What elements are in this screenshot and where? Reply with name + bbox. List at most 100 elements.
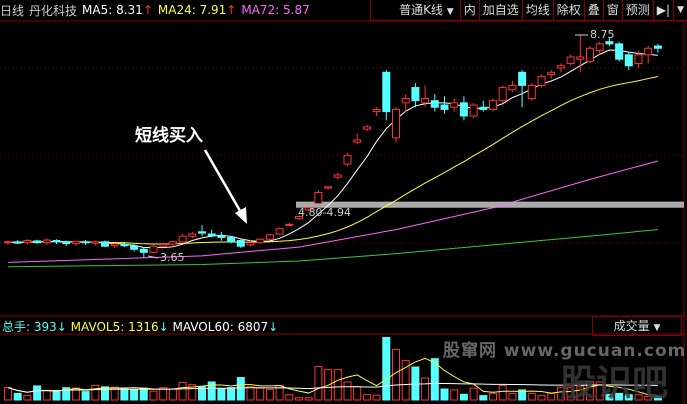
- volume-bar: [314, 366, 323, 401]
- candle-body: [217, 235, 226, 238]
- ma-long-line: [7, 229, 658, 268]
- dropdown-icon[interactable]: ▼: [673, 0, 687, 20]
- volume-bar: [518, 389, 527, 401]
- volume-bar: [139, 387, 148, 401]
- chart-header: 日线 丹化科技 MA5: 8.31↑ MA24: 7.91↑ MA72: 5.8…: [0, 0, 315, 20]
- btn-exright[interactable]: 除权: [552, 0, 584, 20]
- volume-bar: [101, 386, 109, 401]
- candle-body: [508, 84, 517, 91]
- candle-body: [256, 238, 265, 244]
- nav-icon[interactable]: ▶|: [652, 0, 673, 20]
- candle-body: [566, 56, 575, 65]
- ma24-line: [7, 75, 659, 245]
- annotation-buy: 短线买入: [135, 126, 203, 146]
- volume-bar: [353, 386, 362, 401]
- candle-body: [13, 241, 22, 244]
- volume-bar: [42, 389, 51, 401]
- ma72-line: [7, 160, 659, 263]
- mavol5: MAVOL5: 1316↓: [70, 320, 169, 334]
- candle-body: [343, 154, 352, 165]
- volume-bar: [23, 395, 32, 401]
- support-zone-label: 4.80-4.94: [298, 206, 351, 219]
- candle-body: [333, 174, 342, 178]
- btn-overlay[interactable]: 叠: [583, 0, 603, 20]
- volume-bar: [256, 387, 265, 401]
- candle-body: [527, 84, 536, 99]
- volume-bar: [33, 385, 42, 401]
- stock-name: 丹化科技: [29, 3, 78, 18]
- volume-bar: [605, 393, 614, 401]
- candle-body: [81, 241, 90, 244]
- support-zone-band: [296, 201, 684, 208]
- low-marker: [147, 255, 159, 259]
- candle-body: [547, 71, 556, 75]
- volume-bar: [586, 381, 594, 401]
- volume-bar: [207, 381, 216, 401]
- volume-bar: [198, 386, 206, 401]
- volume-bar: [566, 387, 575, 401]
- volume-bar: [576, 385, 585, 401]
- candle-body: [198, 231, 206, 234]
- candle-body: [653, 45, 662, 49]
- volume-bar: [227, 387, 236, 401]
- ma5-line: [7, 49, 658, 249]
- volume-bar: [556, 386, 565, 401]
- btn-add-watchlist[interactable]: 加自选: [478, 0, 522, 20]
- candle-body: [23, 240, 32, 244]
- candle-body: [624, 54, 633, 67]
- volume-bar: [450, 389, 459, 401]
- candle-body: [469, 104, 478, 117]
- candle-body: [4, 241, 12, 244]
- candle-body: [459, 102, 468, 117]
- candle-body: [362, 126, 371, 130]
- volume-bar: [537, 395, 546, 401]
- volume-bar: [411, 366, 420, 401]
- candle-body: [295, 215, 303, 220]
- btn-inner[interactable]: 内: [459, 0, 479, 20]
- candle-body: [101, 241, 109, 247]
- candle-body: [33, 240, 42, 244]
- candle-body: [159, 243, 168, 247]
- indicator-select[interactable]: 成交量 ▼: [592, 316, 682, 336]
- volume-bar: [372, 394, 381, 401]
- candle-body: [450, 102, 459, 108]
- candle-body: [246, 242, 255, 246]
- volume-bar: [479, 395, 488, 401]
- btn-window[interactable]: 窗: [602, 0, 622, 20]
- volume-bar: [527, 392, 536, 401]
- candle-body: [615, 43, 624, 60]
- volume-bar: [91, 384, 100, 401]
- low-price-label: 3.65: [160, 251, 185, 264]
- candle-body: [236, 240, 245, 247]
- ma72-value: MA72: 5.87: [241, 3, 310, 17]
- volume-bar: [634, 394, 643, 401]
- candle-body: [120, 243, 129, 247]
- candle-body: [207, 233, 216, 237]
- volume-bar: [333, 369, 342, 401]
- candle-body: [42, 239, 51, 244]
- buy-arrow-head: [235, 207, 247, 224]
- volume-bar: [217, 388, 226, 401]
- ma24-value: MA24: 7.91↑: [157, 3, 237, 17]
- volume-bar: [265, 388, 274, 401]
- volume-bar: [615, 392, 624, 401]
- chart-type-select[interactable]: 普通K线 ▼: [369, 0, 460, 20]
- volume-bar: [188, 384, 197, 401]
- candle-body: [421, 97, 430, 104]
- btn-ma[interactable]: 均线: [521, 0, 553, 20]
- btn-forecast[interactable]: 预测: [621, 0, 653, 20]
- candle-body: [411, 87, 420, 102]
- candle-body: [188, 233, 197, 237]
- volume-bar: [159, 387, 168, 401]
- candle-body: [382, 71, 391, 113]
- toolbar: 普通K线 ▼ 内 加自选 均线 除权 叠 窗 预测 ▶| ▼: [369, 0, 687, 21]
- candle-body: [110, 243, 119, 247]
- candle-body: [265, 234, 274, 240]
- volume-bar: [81, 391, 90, 401]
- volume-bar: [149, 390, 158, 401]
- volume-bar: [304, 397, 313, 401]
- volume-bar: [595, 381, 604, 401]
- candle-body: [644, 47, 653, 56]
- volume-bar: [110, 386, 119, 401]
